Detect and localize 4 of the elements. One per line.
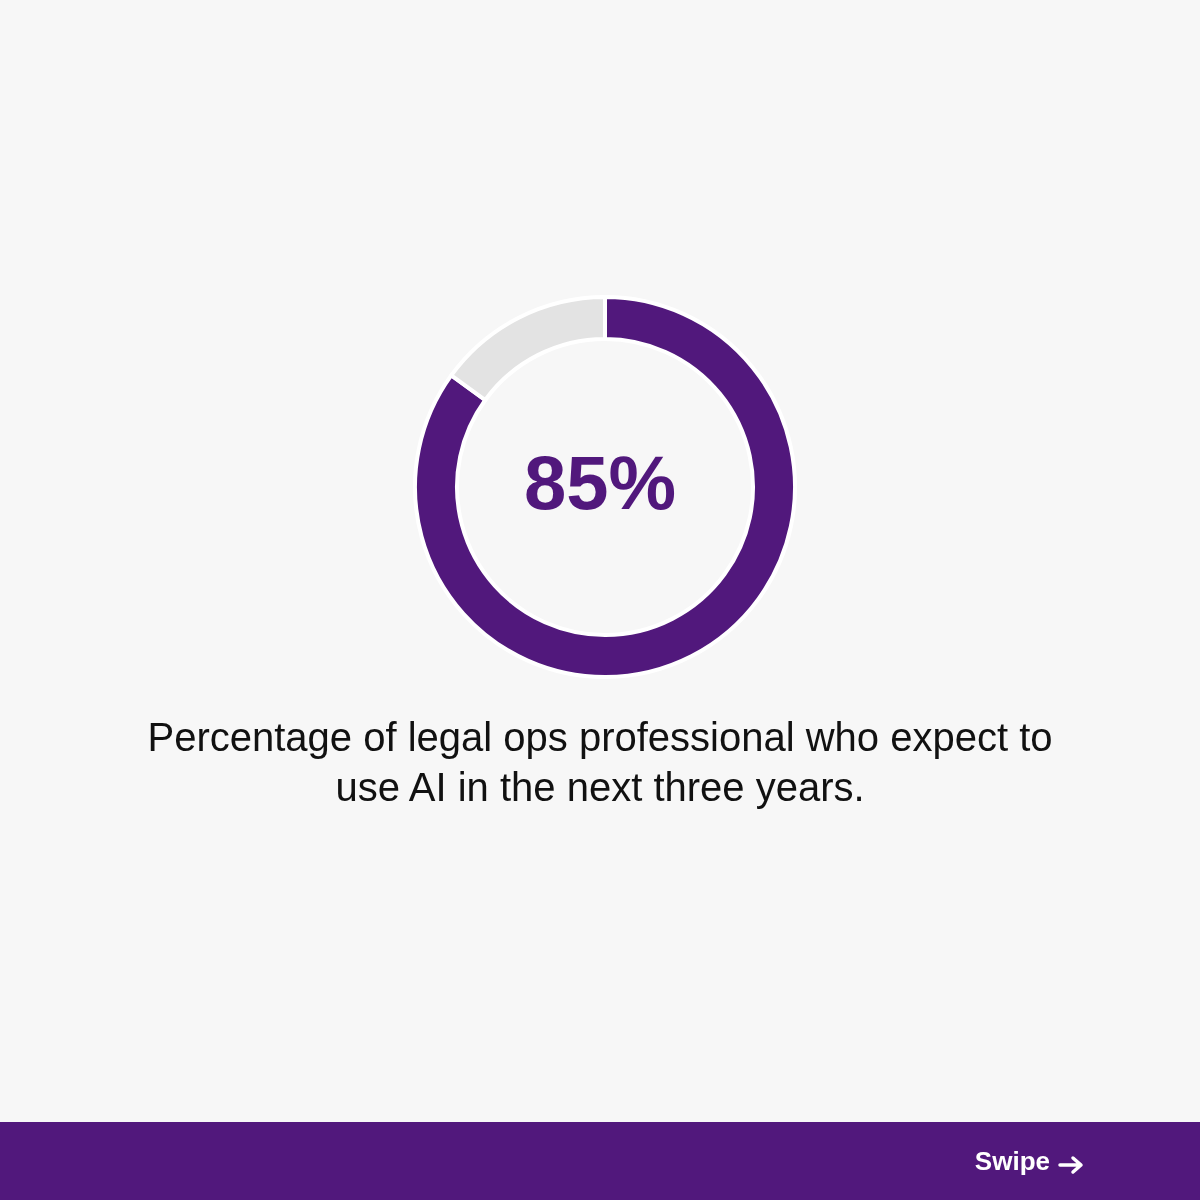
donut-slice: [413, 295, 797, 679]
text: Swipe: [974, 1146, 1050, 1177]
data-label: 85%: [523, 439, 677, 525]
text: Percentage of legal ops professional who expect to use AI in the next three years.: [146, 714, 1054, 811]
